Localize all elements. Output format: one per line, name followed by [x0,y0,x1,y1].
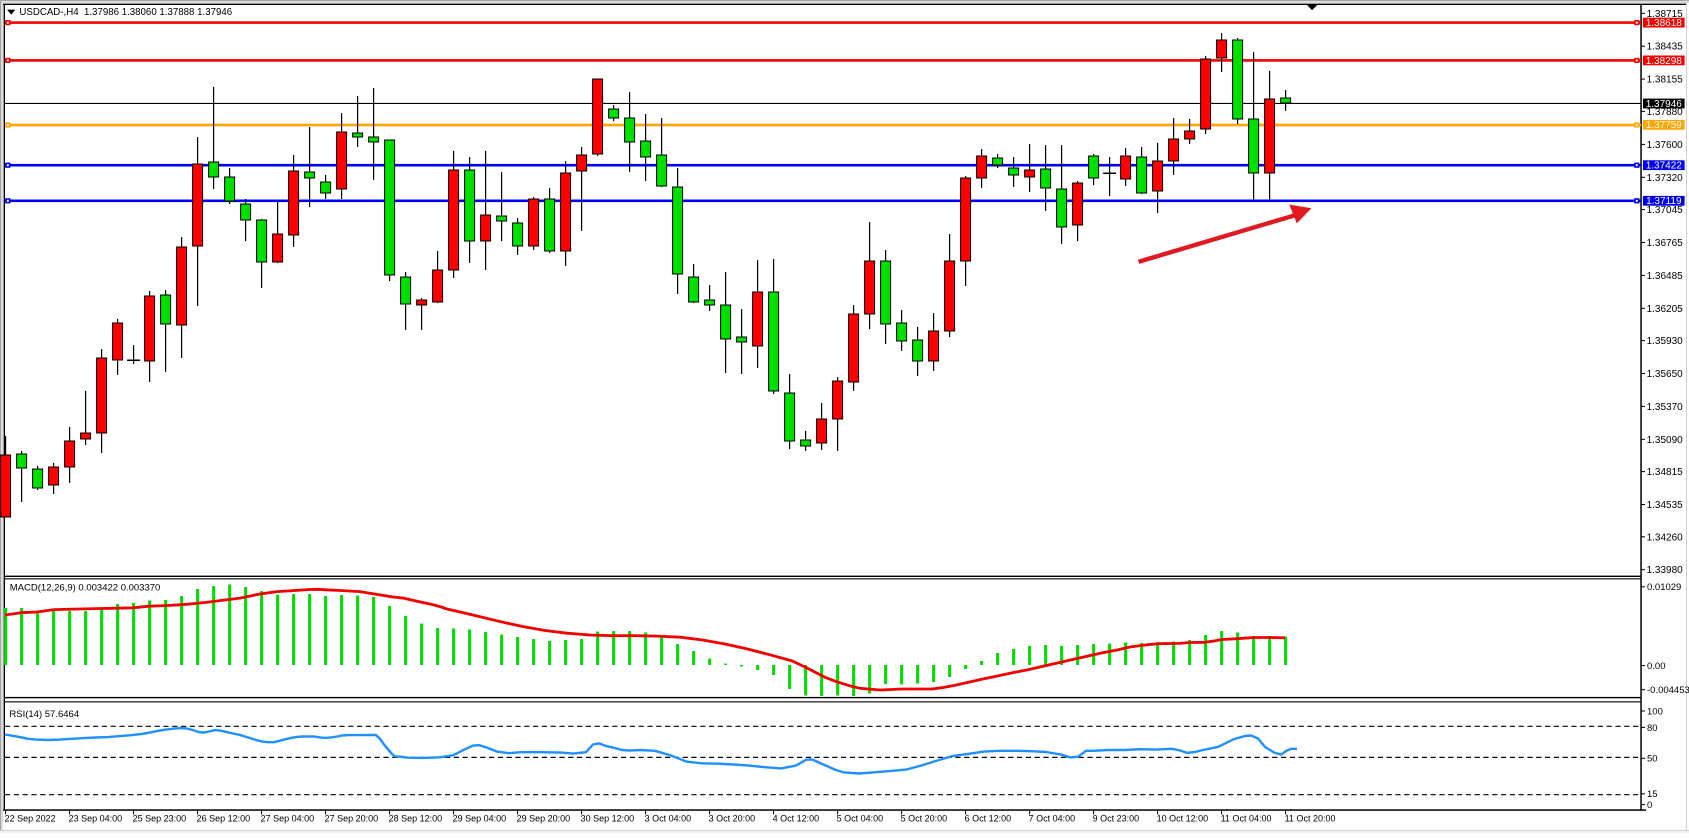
svg-text:1.37600: 1.37600 [1647,140,1684,151]
svg-text:27 Sep 04:00: 27 Sep 04:00 [261,814,315,824]
svg-text:27 Sep 20:00: 27 Sep 20:00 [325,814,379,824]
svg-text:29 Sep 04:00: 29 Sep 04:00 [453,814,507,824]
svg-text:USDCAD-,H4 1.37986 1.38060 1.: USDCAD-,H4 1.37986 1.38060 1.37888 1.379… [19,7,232,18]
svg-text:5 Oct 20:00: 5 Oct 20:00 [901,814,948,824]
svg-text:9 Oct 23:00: 9 Oct 23:00 [1093,814,1140,824]
svg-text:23 Sep 04:00: 23 Sep 04:00 [69,814,123,824]
svg-text:1.34535: 1.34535 [1647,500,1684,511]
svg-text:50: 50 [1647,754,1658,765]
svg-text:1.37045: 1.37045 [1647,205,1684,216]
svg-text:-0.004453: -0.004453 [1647,685,1689,696]
svg-text:1.35930: 1.35930 [1647,336,1684,347]
svg-text:MACD(12,26,9) 0.003422 0.00337: MACD(12,26,9) 0.003422 0.003370 [10,583,161,594]
svg-text:80: 80 [1647,723,1658,734]
svg-text:1.34815: 1.34815 [1647,467,1684,478]
svg-text:1.35370: 1.35370 [1647,402,1684,413]
svg-text:1.38155: 1.38155 [1647,75,1684,86]
svg-text:11 Oct 04:00: 11 Oct 04:00 [1221,814,1272,824]
svg-text:1.36485: 1.36485 [1647,271,1684,282]
svg-text:29 Sep 20:00: 29 Sep 20:00 [517,814,571,824]
svg-text:3 Oct 04:00: 3 Oct 04:00 [645,814,692,824]
svg-text:RSI(14) 57.6464: RSI(14) 57.6464 [9,709,79,720]
svg-text:11 Oct 20:00: 11 Oct 20:00 [1285,814,1336,824]
svg-text:1.37320: 1.37320 [1647,173,1684,184]
svg-text:22 Sep 2022: 22 Sep 2022 [5,814,56,824]
svg-text:1.37759: 1.37759 [1646,120,1683,131]
svg-text:10 Oct 12:00: 10 Oct 12:00 [1157,814,1209,824]
svg-text:0.01029: 0.01029 [1647,582,1681,593]
svg-text:15: 15 [1647,789,1658,800]
svg-text:25 Sep 23:00: 25 Sep 23:00 [133,814,187,824]
svg-text:1.38618: 1.38618 [1646,18,1683,29]
svg-text:1.33980: 1.33980 [1647,565,1684,576]
svg-text:100: 100 [1647,706,1663,717]
svg-text:30 Sep 12:00: 30 Sep 12:00 [581,814,635,824]
svg-text:1.35090: 1.35090 [1647,435,1684,446]
svg-text:1.34260: 1.34260 [1647,532,1684,543]
svg-text:3 Oct 20:00: 3 Oct 20:00 [709,814,756,824]
svg-text:1.38298: 1.38298 [1646,56,1683,67]
svg-text:1.37119: 1.37119 [1646,196,1682,207]
svg-text:0: 0 [1647,800,1652,811]
svg-text:28 Sep 12:00: 28 Sep 12:00 [389,814,443,824]
svg-text:0.00: 0.00 [1647,661,1666,672]
svg-text:4 Oct 12:00: 4 Oct 12:00 [773,814,820,824]
svg-text:6 Oct 12:00: 6 Oct 12:00 [965,814,1012,824]
svg-text:1.38715: 1.38715 [1647,9,1684,20]
svg-text:1.36205: 1.36205 [1647,304,1684,315]
svg-text:1.37880: 1.37880 [1647,107,1684,118]
svg-text:7 Oct 04:00: 7 Oct 04:00 [1029,814,1076,824]
svg-text:1.37422: 1.37422 [1646,161,1683,172]
svg-text:1.36765: 1.36765 [1647,238,1684,249]
svg-text:26 Sep 12:00: 26 Sep 12:00 [197,814,251,824]
svg-text:1.38435: 1.38435 [1647,42,1684,53]
svg-text:5 Oct 04:00: 5 Oct 04:00 [837,814,884,824]
svg-text:1.37946: 1.37946 [1646,99,1683,110]
svg-text:1.35650: 1.35650 [1647,369,1684,380]
